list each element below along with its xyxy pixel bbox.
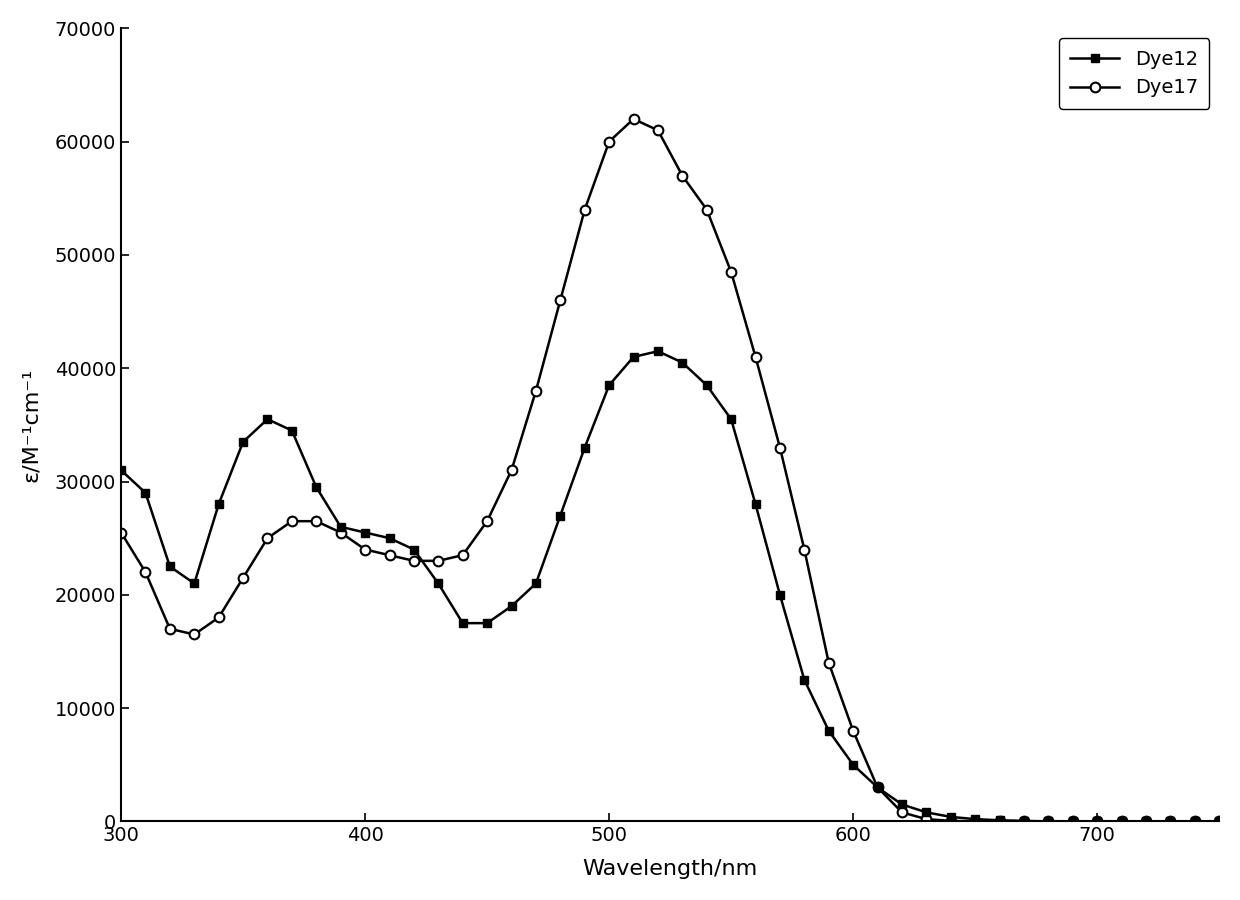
- Dye17: [919, 814, 934, 824]
- Dye12: [480, 617, 495, 628]
- Dye12: [1090, 816, 1105, 827]
- Dye17: [480, 516, 495, 526]
- Dye17: [114, 527, 129, 538]
- Dye17: [944, 815, 959, 826]
- Dye17: [162, 624, 177, 634]
- Dye12: [138, 488, 153, 499]
- Dye17: [334, 527, 348, 538]
- Dye12: [773, 590, 787, 600]
- Dye12: [1188, 816, 1203, 827]
- Dye17: [967, 816, 982, 827]
- Dye17: [894, 807, 909, 818]
- Dye17: [382, 550, 397, 561]
- Dye12: [601, 380, 616, 391]
- Dye17: [724, 266, 739, 277]
- Dye12: [114, 464, 129, 475]
- Dye12: [334, 521, 348, 532]
- Dye12: [797, 674, 812, 685]
- Dye17: [260, 533, 275, 544]
- Dye17: [505, 464, 520, 475]
- Dye17: [187, 629, 202, 640]
- Dye17: [870, 782, 885, 793]
- Dye12: [162, 561, 177, 572]
- Dye12: [528, 578, 543, 589]
- Dye12: [260, 414, 275, 425]
- Dye17: [1138, 816, 1153, 827]
- Dye17: [211, 612, 226, 623]
- Dye12: [430, 578, 445, 589]
- Dye17: [626, 113, 641, 124]
- Line: Dye12: Dye12: [117, 347, 1224, 825]
- Dye12: [211, 499, 226, 509]
- Dye12: [724, 414, 739, 425]
- Dye17: [430, 555, 445, 566]
- Dye17: [1188, 816, 1203, 827]
- Dye17: [601, 136, 616, 147]
- Dye12: [455, 617, 470, 628]
- Dye12: [821, 725, 836, 736]
- Dye12: [846, 760, 861, 770]
- Dye17: [1114, 816, 1128, 827]
- Dye12: [236, 436, 250, 447]
- Dye17: [1065, 816, 1080, 827]
- Dye17: [284, 516, 299, 526]
- Dye12: [578, 442, 593, 453]
- Dye12: [357, 527, 372, 538]
- Dye12: [1211, 816, 1226, 827]
- Dye17: [455, 550, 470, 561]
- Y-axis label: ε/M⁻¹cm⁻¹: ε/M⁻¹cm⁻¹: [21, 368, 41, 482]
- Dye17: [578, 204, 593, 215]
- Legend: Dye12, Dye17: Dye12, Dye17: [1059, 38, 1209, 109]
- Dye12: [1065, 816, 1080, 827]
- Dye12: [553, 510, 568, 521]
- Dye17: [357, 544, 372, 555]
- Dye12: [407, 544, 422, 555]
- Dye17: [773, 442, 787, 453]
- Dye17: [528, 385, 543, 396]
- Line: Dye17: Dye17: [117, 114, 1224, 826]
- Dye17: [1090, 816, 1105, 827]
- Dye12: [944, 812, 959, 823]
- Dye17: [821, 657, 836, 668]
- Dye17: [699, 204, 714, 215]
- Dye17: [1163, 816, 1178, 827]
- Dye12: [870, 782, 885, 793]
- Dye17: [1017, 816, 1032, 827]
- Dye17: [309, 516, 324, 526]
- Dye17: [675, 170, 689, 181]
- Dye12: [382, 533, 397, 544]
- Dye12: [309, 482, 324, 492]
- Dye17: [651, 125, 666, 136]
- X-axis label: Wavelength/nm: Wavelength/nm: [583, 860, 758, 879]
- Dye12: [894, 799, 909, 810]
- Dye12: [675, 357, 689, 368]
- Dye17: [138, 567, 153, 578]
- Dye12: [651, 346, 666, 356]
- Dye17: [748, 352, 763, 363]
- Dye12: [1040, 816, 1055, 827]
- Dye17: [407, 555, 422, 566]
- Dye17: [553, 295, 568, 306]
- Dye12: [284, 425, 299, 436]
- Dye17: [1040, 816, 1055, 827]
- Dye12: [1163, 816, 1178, 827]
- Dye12: [187, 578, 202, 589]
- Dye17: [797, 544, 812, 555]
- Dye12: [626, 352, 641, 363]
- Dye12: [1114, 816, 1128, 827]
- Dye17: [1211, 816, 1226, 827]
- Dye12: [1017, 815, 1032, 826]
- Dye12: [967, 814, 982, 824]
- Dye17: [846, 725, 861, 736]
- Dye12: [919, 807, 934, 818]
- Dye17: [236, 572, 250, 583]
- Dye12: [505, 601, 520, 612]
- Dye12: [748, 499, 763, 509]
- Dye12: [1138, 816, 1153, 827]
- Dye12: [699, 380, 714, 391]
- Dye12: [992, 814, 1007, 825]
- Dye17: [992, 816, 1007, 827]
